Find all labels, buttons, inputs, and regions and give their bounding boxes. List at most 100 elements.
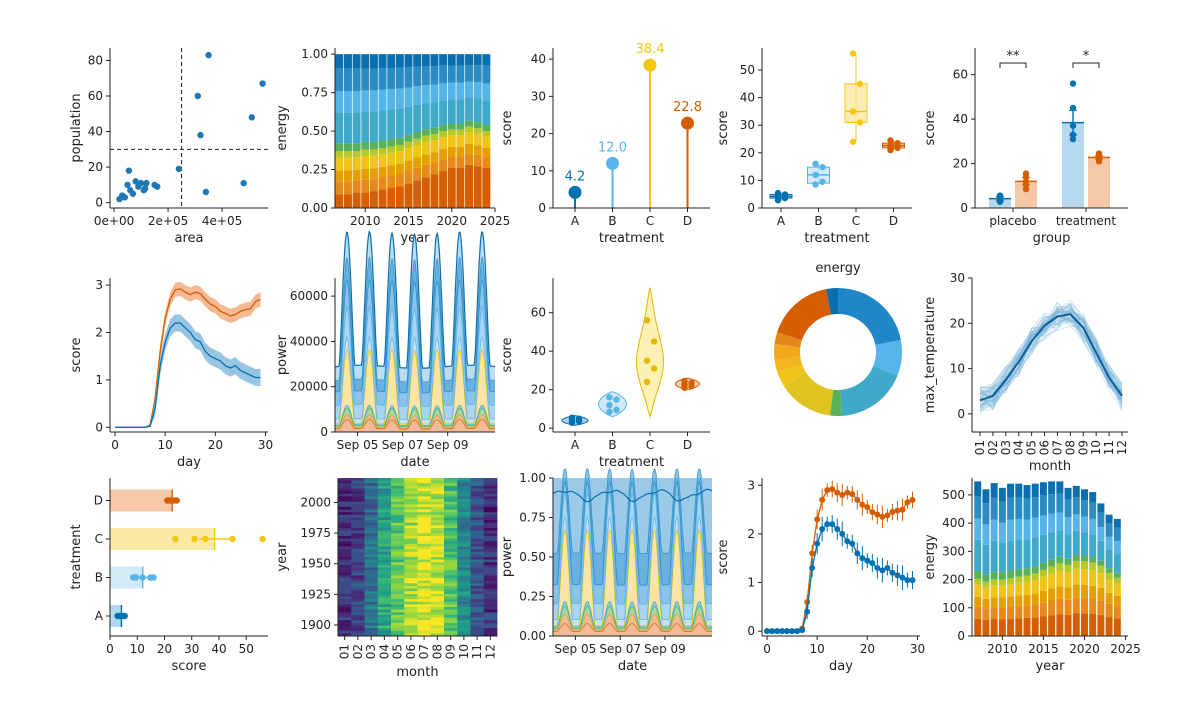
x-axis-label: month <box>396 665 438 680</box>
x-tick-label: 0 <box>763 642 771 656</box>
heatmap-cell <box>444 504 458 508</box>
heatmap-cell <box>457 491 471 495</box>
x-tick-label: 30 <box>910 642 925 656</box>
stacked-bar-segment <box>1015 605 1023 619</box>
heatmap-cell <box>351 601 365 605</box>
donut-slice <box>777 289 831 341</box>
area-segment <box>421 135 430 142</box>
stacked-bar-segment <box>998 597 1006 608</box>
area-segment <box>352 54 361 69</box>
heatmap-cell <box>364 628 379 632</box>
heatmap-cell <box>377 533 392 537</box>
heatmap-cell <box>338 478 352 482</box>
area-segment <box>413 86 422 105</box>
heatmap-cell <box>377 530 392 534</box>
area-segment <box>430 152 439 163</box>
heatmap-cell <box>483 612 498 616</box>
heatmap-cell <box>430 612 445 616</box>
heatmap-cell <box>430 604 445 608</box>
heatmap-cell <box>457 572 471 576</box>
panel-spaghetti: 0102030405060708091011120102030monthmax_… <box>923 271 1129 474</box>
heatmap-cell <box>377 528 392 532</box>
donut-slice <box>829 389 843 416</box>
heatmap-cell <box>417 546 432 550</box>
heatmap-cell <box>444 570 458 574</box>
heatmap-cell <box>444 557 458 561</box>
panel-donut: energy <box>774 261 902 416</box>
heatmap-cell <box>444 514 458 518</box>
heatmap-cell <box>391 591 405 595</box>
box-point <box>812 181 819 188</box>
stacked-bar-segment <box>982 489 990 504</box>
heatmap-cell <box>483 599 498 603</box>
heatmap-cell <box>377 593 392 597</box>
heatmap-cell <box>391 530 405 534</box>
heatmap-cell <box>444 572 458 576</box>
heatmap-cell <box>483 530 498 534</box>
heatmap-cell <box>351 512 365 516</box>
heatmap-cell <box>444 485 458 489</box>
x-tick-label: 2020 <box>1069 642 1100 656</box>
heatmap-cell <box>391 564 405 568</box>
stacked-bar-segment <box>1072 560 1080 569</box>
area-segment <box>421 154 430 165</box>
series-point <box>859 555 866 562</box>
box-point <box>781 191 789 198</box>
violin-point <box>650 338 658 345</box>
area-segment <box>439 159 448 172</box>
stacked-bar-segment <box>974 578 982 585</box>
heatmap-cell <box>417 601 432 605</box>
y-tick-label: 30 <box>950 271 965 285</box>
heatmap-cell <box>351 578 365 582</box>
heatmap-cell <box>377 575 392 579</box>
stacked-bar-segment <box>1064 499 1072 518</box>
heatmap-cell <box>470 554 485 558</box>
stacked-bar-segment <box>1064 599 1072 615</box>
box-point <box>887 142 894 149</box>
area-segment <box>352 151 361 158</box>
bar-point <box>229 535 236 543</box>
heatmap-cell <box>457 557 471 561</box>
panel-line-ribbon: 0 10 20 30 0 1 2 3 day score <box>69 278 273 470</box>
heatmap-cell <box>391 620 405 624</box>
stacked-bar-segment <box>1080 597 1088 614</box>
heatmap-cell <box>444 596 458 600</box>
area-segment <box>369 90 378 112</box>
heatmap-cell <box>404 496 418 500</box>
heatmap-cell <box>483 630 498 634</box>
heatmap-cell <box>377 617 392 621</box>
donut-slice <box>774 332 802 348</box>
heatmap-cell <box>444 625 458 629</box>
bar-point <box>1069 135 1077 143</box>
heatmap-cell <box>430 633 445 637</box>
y-axis-label: score <box>500 111 515 146</box>
heatmap-cell <box>351 541 365 545</box>
x-tick-label: C <box>646 214 654 228</box>
stacked-bar-segment <box>1048 532 1056 560</box>
area-segment <box>378 148 387 155</box>
heatmap-cell <box>430 585 445 589</box>
heatmap-cell <box>364 580 379 584</box>
heatmap-cell <box>377 567 392 571</box>
heatmap-cell <box>364 530 379 534</box>
area-segment <box>439 83 448 101</box>
heatmap-cell <box>364 512 379 516</box>
area-segment <box>335 90 344 113</box>
heatmap-cell <box>444 535 458 539</box>
heatmap-cell <box>404 504 418 508</box>
heatmap-cell <box>470 506 485 510</box>
series-point <box>849 540 856 547</box>
heatmap-cell <box>417 630 432 634</box>
heatmap-cell <box>364 599 379 603</box>
stacked-bar-segment <box>1064 587 1072 600</box>
heatmap-cell <box>364 543 379 547</box>
area-segment <box>413 157 422 168</box>
series-point <box>769 628 776 635</box>
heatmap-cell <box>417 488 432 492</box>
heatmap-cell <box>351 557 365 561</box>
bar-point <box>132 574 140 581</box>
heatmap-cell <box>338 622 352 626</box>
heatmap-cell <box>351 520 365 524</box>
heatmap-cell <box>364 575 379 579</box>
heatmap-cell <box>364 517 379 521</box>
